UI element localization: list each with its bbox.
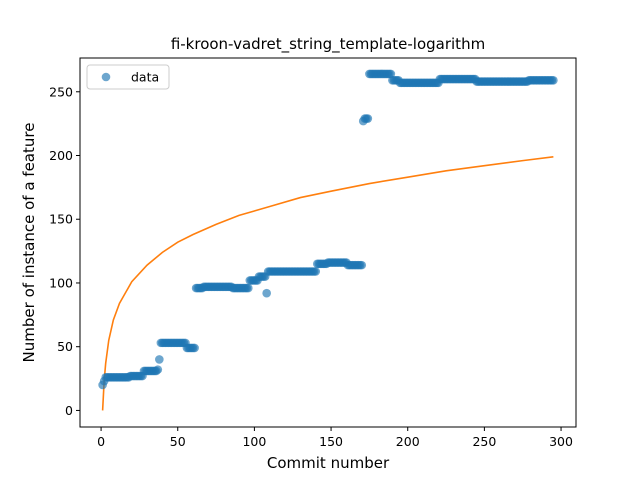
y-tick-label: 150 — [49, 212, 73, 227]
data-point — [262, 288, 271, 298]
y-tick-label: 100 — [49, 275, 73, 290]
y-tick-label: 250 — [49, 84, 73, 99]
y-axis-label: Number of instance of a feature — [20, 123, 38, 363]
legend: data — [86, 64, 170, 90]
data-point — [357, 260, 367, 270]
chart-title: fi-kroon-vadret_string_template-logarith… — [171, 35, 485, 54]
x-tick-label: 100 — [242, 434, 266, 449]
y-tick-label: 50 — [57, 339, 73, 354]
data-point — [190, 343, 199, 353]
x-tick-label: 150 — [319, 434, 343, 449]
legend-box — [86, 64, 170, 90]
x-tick-label: 0 — [97, 434, 105, 449]
x-tick-label: 200 — [396, 434, 420, 449]
y-tick-label: 200 — [49, 148, 73, 163]
x-tick-label: 250 — [472, 434, 496, 449]
y-axis: 0 50 100 150 200 250 — [49, 84, 80, 418]
x-axis: 0 50 100 150 200 250 300 — [97, 427, 573, 449]
data-point — [243, 283, 253, 293]
y-tick-label: 0 — [65, 403, 73, 418]
fit-line — [101, 155, 554, 411]
data-point — [153, 365, 163, 374]
points-layer — [98, 69, 558, 390]
data-point — [363, 114, 373, 123]
data-point — [311, 267, 321, 276]
legend-marker — [101, 72, 111, 82]
x-axis-label: Commit number — [267, 454, 390, 472]
legend-label: data — [131, 70, 159, 85]
data-point — [155, 355, 164, 364]
fit-layer — [101, 155, 554, 411]
x-tick-label: 50 — [170, 434, 186, 449]
plot-frame — [79, 57, 577, 428]
x-tick-label: 300 — [549, 434, 573, 449]
data-point — [549, 76, 558, 85]
